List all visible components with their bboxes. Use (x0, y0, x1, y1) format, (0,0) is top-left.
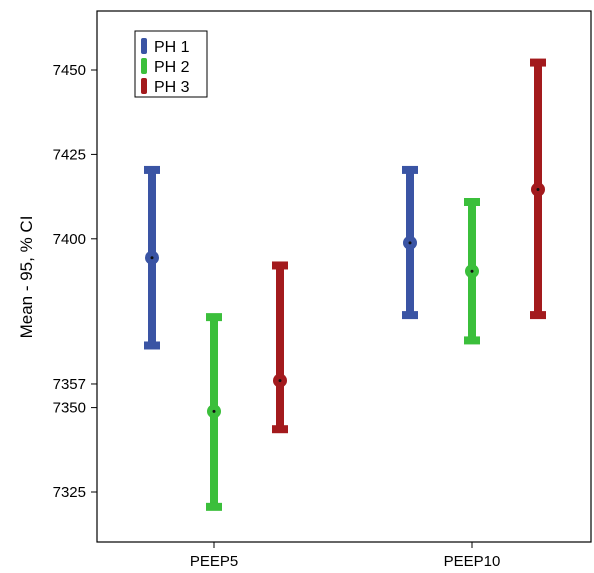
y-tick-label: 7425 (53, 146, 86, 163)
y-axis: 7325 7350 7357 7400 7425 7450 (53, 62, 97, 501)
plot-frame (96, 10, 592, 543)
mean-dot (278, 379, 282, 383)
error-bar (402, 165, 418, 320)
error-bars (144, 58, 546, 511)
y-tick-label: 7450 (53, 62, 86, 79)
y-tick-label: 7350 (53, 400, 86, 417)
x-tick-label: PEEP10 (444, 553, 501, 570)
error-bar (464, 198, 480, 345)
mean-dot (470, 269, 474, 273)
legend-label: PH 2 (154, 59, 190, 76)
error-bar (144, 165, 160, 350)
legend-swatch (141, 38, 147, 54)
error-bar (530, 58, 546, 320)
y-tick-label: 7400 (53, 231, 86, 248)
y-axis-title: Mean - 95, % CI (17, 216, 36, 339)
legend-label: PH 3 (154, 79, 190, 96)
legend-swatch (141, 58, 147, 74)
y-tick-label: 7357 (53, 376, 86, 393)
legend-swatch (141, 78, 147, 94)
legend-label: PH 1 (154, 39, 190, 56)
error-bar (206, 313, 222, 511)
x-axis: PEEP5 PEEP10 (190, 542, 501, 570)
mean-dot (408, 241, 412, 245)
legend: PH 1 PH 2 PH 3 (134, 30, 208, 98)
mean-dot (150, 256, 154, 260)
mean-dot (536, 188, 540, 192)
y-tick-label: 7325 (53, 484, 86, 501)
error-bar (272, 261, 288, 434)
x-tick-label: PEEP5 (190, 553, 238, 570)
mean-dot (212, 409, 216, 413)
